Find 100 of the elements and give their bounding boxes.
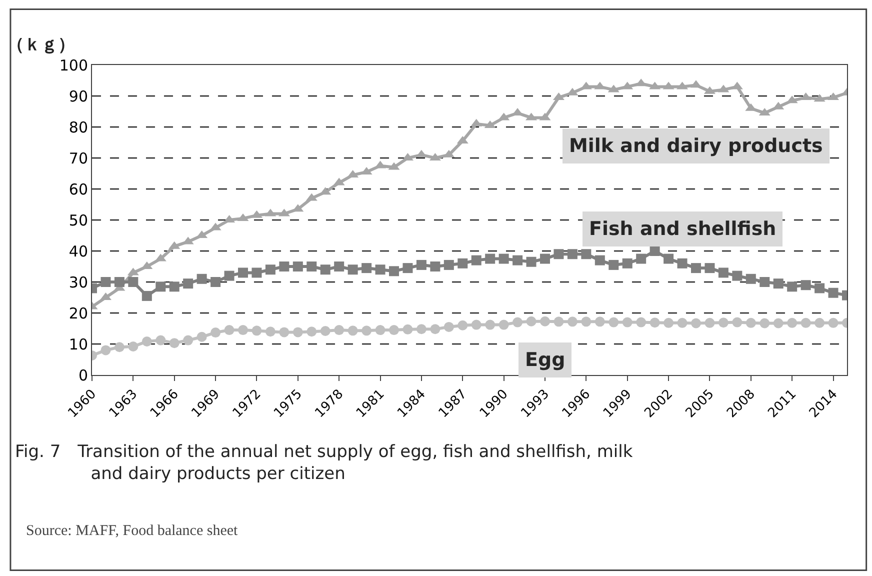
point bbox=[828, 288, 838, 298]
point bbox=[224, 325, 234, 336]
point bbox=[375, 264, 386, 275]
series-label: Egg bbox=[525, 349, 566, 371]
point bbox=[389, 266, 399, 276]
point bbox=[375, 325, 386, 336]
point bbox=[622, 258, 632, 268]
point bbox=[265, 326, 276, 337]
point bbox=[279, 327, 290, 338]
point bbox=[320, 326, 330, 336]
y-axis-title: （ｋｇ） bbox=[7, 35, 75, 55]
point bbox=[196, 274, 207, 284]
point bbox=[292, 327, 303, 338]
point bbox=[760, 277, 770, 287]
point bbox=[704, 318, 715, 328]
point bbox=[238, 268, 248, 278]
point bbox=[787, 318, 798, 328]
point bbox=[183, 278, 194, 289]
point bbox=[169, 338, 180, 348]
point bbox=[622, 317, 632, 328]
point bbox=[320, 264, 330, 275]
point bbox=[402, 324, 413, 334]
y-tick-label: 90 bbox=[68, 87, 88, 106]
point bbox=[389, 325, 399, 336]
y-tick-label: 10 bbox=[68, 335, 88, 354]
point bbox=[430, 324, 440, 334]
point bbox=[485, 320, 496, 330]
point bbox=[471, 255, 482, 266]
point bbox=[416, 324, 426, 334]
point bbox=[196, 332, 207, 342]
point bbox=[718, 318, 728, 328]
y-tick-label: 60 bbox=[68, 180, 88, 198]
point bbox=[142, 336, 152, 347]
point bbox=[526, 256, 536, 267]
point bbox=[636, 317, 646, 328]
point bbox=[691, 263, 701, 274]
point bbox=[334, 325, 344, 336]
point bbox=[292, 262, 303, 272]
point bbox=[471, 320, 482, 330]
point bbox=[156, 282, 166, 292]
point bbox=[567, 316, 578, 327]
point bbox=[128, 277, 138, 287]
point bbox=[704, 263, 715, 274]
point bbox=[348, 264, 358, 275]
point bbox=[444, 322, 454, 332]
point bbox=[238, 325, 248, 336]
point bbox=[512, 255, 523, 266]
point bbox=[664, 254, 674, 264]
point bbox=[306, 262, 317, 272]
series-label: Milk and dairy products bbox=[569, 135, 823, 157]
point bbox=[746, 274, 756, 284]
point bbox=[156, 335, 166, 346]
point bbox=[828, 318, 838, 328]
point bbox=[210, 277, 221, 287]
y-tick-label: 40 bbox=[68, 242, 88, 260]
point bbox=[773, 278, 784, 289]
point bbox=[760, 318, 770, 328]
y-tick-label: 100 bbox=[59, 56, 88, 74]
point bbox=[540, 316, 550, 326]
point bbox=[746, 318, 756, 328]
point bbox=[458, 320, 468, 330]
point bbox=[100, 345, 111, 356]
point bbox=[512, 317, 523, 328]
point bbox=[608, 317, 619, 328]
point bbox=[718, 268, 728, 278]
point bbox=[362, 326, 372, 336]
point bbox=[554, 249, 564, 260]
point bbox=[444, 260, 454, 270]
point bbox=[800, 318, 811, 328]
point bbox=[128, 341, 138, 352]
point bbox=[594, 255, 605, 266]
point bbox=[169, 282, 180, 292]
point bbox=[224, 270, 234, 281]
point bbox=[498, 320, 509, 330]
point bbox=[362, 263, 372, 274]
point bbox=[265, 264, 276, 275]
point bbox=[416, 260, 426, 270]
y-tick-label: 50 bbox=[68, 211, 88, 230]
y-tick-label: 80 bbox=[68, 118, 88, 136]
point bbox=[114, 342, 124, 352]
point bbox=[402, 263, 413, 274]
point bbox=[677, 258, 688, 268]
text: Fig. 7 Transition of the annual net supply of egg, fish and shellfish, milk and dairy products per citizen bbox=[15, 442, 633, 484]
y-tick-label: 30 bbox=[68, 273, 88, 292]
point bbox=[210, 328, 221, 338]
series-label: Fish and shellfish bbox=[589, 218, 776, 240]
point bbox=[814, 283, 825, 294]
point bbox=[334, 262, 344, 272]
point bbox=[800, 280, 811, 290]
point bbox=[100, 277, 111, 287]
point bbox=[279, 262, 290, 272]
point bbox=[732, 317, 742, 328]
y-tick-label: 0 bbox=[78, 366, 88, 384]
point bbox=[677, 318, 688, 328]
y-tick-label: 70 bbox=[68, 149, 88, 168]
point bbox=[650, 318, 660, 328]
point bbox=[458, 258, 468, 268]
source-note: Source: MAFF, Food balance sheet bbox=[26, 523, 239, 539]
point bbox=[498, 254, 509, 264]
point bbox=[306, 326, 317, 337]
